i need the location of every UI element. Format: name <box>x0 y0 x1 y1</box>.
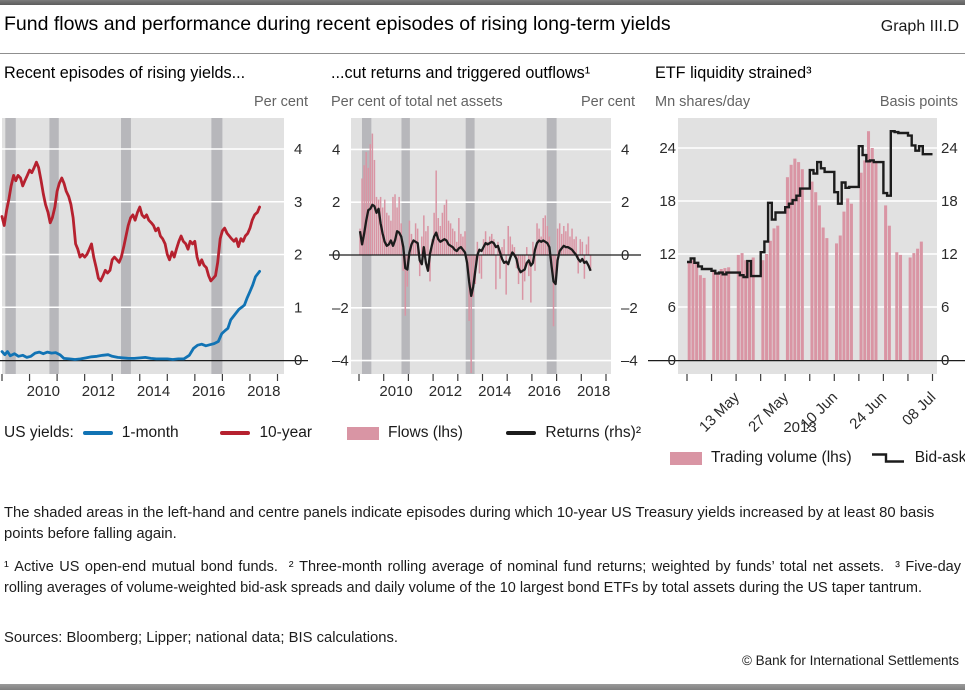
etf-legend: Trading volume (lhs) Bid-ask (rhs) <box>648 449 965 467</box>
svg-text:0: 0 <box>941 352 949 369</box>
legend-item-1-month: 1-month <box>82 424 179 442</box>
svg-text:24: 24 <box>659 140 676 157</box>
svg-text:–2: –2 <box>332 300 349 317</box>
panel-title: ETF liquidity strained³ <box>655 64 812 82</box>
svg-text:–2: –2 <box>621 300 638 317</box>
svg-text:3: 3 <box>294 194 302 211</box>
legend-item-10-year: 10-year <box>220 424 312 442</box>
unit-label-right: Per cent <box>254 94 308 110</box>
svg-text:24 Jun: 24 Jun <box>846 389 890 433</box>
pink-bar-swatch-icon <box>347 426 379 440</box>
svg-text:6: 6 <box>668 299 676 316</box>
footnotes-text: ¹ Active US open-end mutual bond funds. … <box>4 559 961 596</box>
svg-text:12: 12 <box>941 246 958 263</box>
svg-text:13 May: 13 May <box>696 388 743 435</box>
svg-text:18: 18 <box>659 193 676 210</box>
svg-text:0: 0 <box>668 352 676 369</box>
legend-label: 10-year <box>259 424 312 441</box>
top-rule-bar <box>0 0 965 5</box>
yields-chart: 2010 2012 2014 2016 2018 0 1 2 3 4 <box>0 118 308 400</box>
svg-text:6: 6 <box>941 299 949 316</box>
svg-text:2014: 2014 <box>478 383 511 400</box>
legend-label: Bid-ask (rhs) <box>914 449 965 466</box>
flows-legend: Flows (lhs) Returns (rhs)² <box>329 424 641 442</box>
unit-label-left: Per cent of total net assets <box>331 94 503 110</box>
black-line-swatch-icon <box>506 431 537 435</box>
svg-text:2010: 2010 <box>27 383 60 400</box>
svg-text:2014: 2014 <box>137 383 170 400</box>
legend-label: Flows (lhs) <box>388 424 463 441</box>
svg-text:2: 2 <box>332 194 340 211</box>
panel-title: Recent episodes of rising yields... <box>4 64 246 82</box>
bottom-rule-bar <box>0 684 965 690</box>
svg-text:24: 24 <box>941 140 958 157</box>
svg-text:0: 0 <box>294 352 302 369</box>
legend-prefix: US yields: <box>4 424 74 441</box>
title-divider <box>0 53 965 55</box>
panel-recent-yields: Recent episodes of rising yields... Per … <box>0 60 312 530</box>
svg-text:1: 1 <box>294 299 302 316</box>
svg-text:2013: 2013 <box>783 419 816 436</box>
svg-text:0: 0 <box>332 247 340 264</box>
svg-text:2: 2 <box>621 194 629 211</box>
svg-text:2016: 2016 <box>192 383 225 400</box>
svg-text:18: 18 <box>941 193 958 210</box>
legend-label: Returns (rhs)² <box>545 424 641 441</box>
legend-item-returns: Returns (rhs)² <box>506 424 641 442</box>
svg-text:–4: –4 <box>621 353 638 370</box>
svg-text:2012: 2012 <box>82 383 115 400</box>
svg-text:12: 12 <box>659 246 676 263</box>
svg-text:4: 4 <box>332 141 340 158</box>
unit-label-right: Basis points <box>879 94 958 110</box>
legend-item-trading-volume: Trading volume (lhs) <box>670 449 852 467</box>
svg-text:2012: 2012 <box>429 383 462 400</box>
svg-text:2010: 2010 <box>379 383 412 400</box>
svg-text:–4: –4 <box>332 353 349 370</box>
graph-number-label: Graph III.D <box>880 18 959 35</box>
sources-line: Sources: Bloomberg; Lipper; national dat… <box>4 630 398 646</box>
legend-item-bid-ask: Bid-ask (rhs) <box>870 449 965 467</box>
svg-text:0: 0 <box>621 247 629 264</box>
step-line-swatch-icon <box>871 453 904 463</box>
svg-text:4: 4 <box>621 141 629 158</box>
svg-text:4: 4 <box>294 141 302 158</box>
page-title: Fund flows and performance during recent… <box>4 13 671 35</box>
panel-title: ...cut returns and triggered outflows¹ <box>331 64 591 82</box>
red-line-swatch-icon <box>220 431 251 435</box>
yields-legend: US yields: 1-month 10-year <box>0 424 312 442</box>
svg-text:2018: 2018 <box>577 383 610 400</box>
blue-line-swatch-icon <box>82 431 113 435</box>
legend-item-flows: Flows (lhs) <box>347 424 463 442</box>
svg-text:08 Jul: 08 Jul <box>899 389 939 429</box>
svg-text:2018: 2018 <box>247 383 280 400</box>
shaded-areas-note: The shaded areas in the left-hand and ce… <box>4 505 935 542</box>
panel-flows-returns: ...cut returns and triggered outflows¹ P… <box>329 60 641 530</box>
panel-etf-liquidity: ETF liquidity strained³ Mn shares/day Ba… <box>648 60 965 530</box>
legend-label: Trading volume (lhs) <box>711 449 852 466</box>
svg-text:2: 2 <box>294 247 302 264</box>
flows-returns-chart: 2010 2012 2014 2016 2018 –4 –4 –2 –2 0 0 2 2 4 4 <box>329 118 641 400</box>
svg-text:2016: 2016 <box>528 383 561 400</box>
legend-label: 1-month <box>121 424 179 441</box>
unit-label-right: Per cent <box>581 94 635 110</box>
copyright-line: © Bank for International Settlements <box>741 653 959 668</box>
unit-label-left: Mn shares/day <box>655 94 751 110</box>
pink-bar-swatch-icon <box>670 451 702 465</box>
